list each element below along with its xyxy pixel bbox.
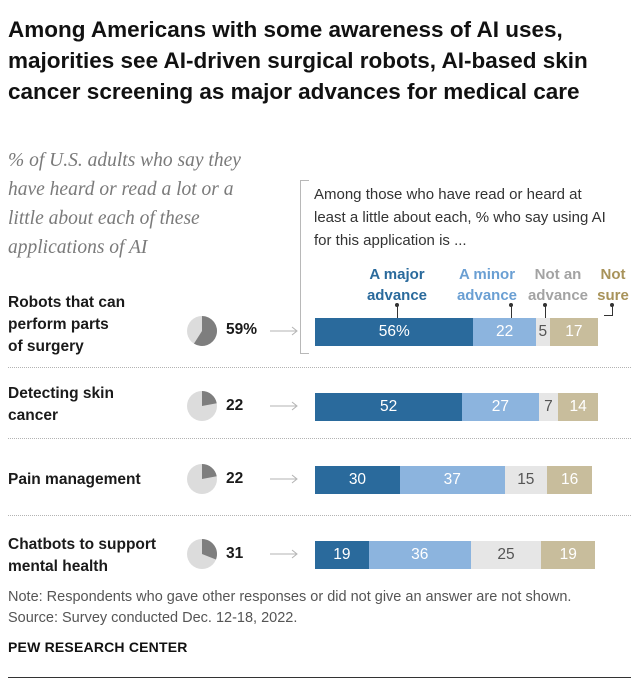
stacked-bar: 56% 22 5 17 [315,318,598,346]
awareness-pie [187,539,217,569]
awareness-pie [187,316,217,346]
legend-major: A major advance [352,264,442,306]
awareness-value: 59% [226,321,258,338]
row-label-line: Detecting skin [8,385,114,402]
arrow-right-icon [270,326,298,336]
awareness-pie [187,391,217,421]
legend-not-sure-line2: sure [597,287,629,304]
legend-not-sure: Not sure [593,264,633,306]
bar-segment-minor: 36 [368,541,471,569]
bar-segment-not-advance: 25 [470,541,542,569]
pie-slice [202,464,217,479]
chart-title: Among Americans with some awareness of A… [8,17,588,104]
brand-logo-text: PEW RESEARCH CENTER [8,639,188,655]
stacked-bar: 30 37 15 16 [315,466,593,494]
row-label-line: cancer [8,407,58,424]
bar-segment-not-sure: 14 [558,393,598,421]
awareness-pie [187,464,217,494]
row-label-robots-surgery: Robots that can perform parts of surgery [8,292,125,358]
awareness-value: 22 [226,470,244,487]
row-label-chatbots: Chatbots to support mental health [8,534,156,578]
row-label-line: of surgery [8,338,84,355]
row-divider [8,367,631,368]
legend-major-line2: advance [366,287,428,304]
footnote-note: Note: Respondents who gave other respons… [8,589,572,605]
row-label-line: Chatbots to support [8,536,157,553]
bar-segment-minor: 37 [399,466,505,494]
chart-subtitle: % of U.S. adults who say they have heard… [8,150,241,258]
stacked-bar: 19 36 25 19 [315,541,596,569]
legend-not-advance: Not an advance [523,264,593,306]
bar-segment-major: 52 [315,393,463,421]
row-label-line: Robots that can [8,294,126,311]
legend-minor-dot [509,303,513,307]
pie-slice [193,316,217,346]
bottom-rule [8,677,631,678]
arrow-right-icon [270,401,298,411]
legend-not-advance-tick [545,305,546,319]
awareness-value: 31 [226,545,244,562]
legend-major-tick [397,305,398,319]
legend-not-advance-line1: Not an [534,266,582,283]
footnote: Note: Respondents who gave other respons… [8,587,571,629]
bar-segment-major: 56% [315,318,474,346]
awareness-value: 22 [226,397,244,414]
legend-major-dot [395,303,399,307]
row-label-line: Pain management [8,471,141,488]
bar-segment-not-advance: 7 [538,393,559,421]
bar-segment-not-sure: 17 [549,318,598,346]
legend-major-line1: A major [369,266,425,283]
legend-minor-tick [511,305,512,319]
arrow-right-icon [270,549,298,559]
row-label-skin-cancer: Detecting skin cancer [8,383,114,427]
bar-segment-not-advance: 15 [504,466,548,494]
pie-slice [202,539,217,560]
pie-slice [202,391,217,406]
legend-minor-line2: advance [456,287,518,304]
bar-segment-not-sure: 16 [547,466,593,494]
row-label-line: mental health [8,558,108,575]
footnote-source: Source: Survey conducted Dec. 12-18, 202… [8,610,298,626]
stacked-bar: 52 27 7 14 [315,393,598,421]
bar-segment-not-advance: 5 [535,318,550,346]
bar-segment-minor: 27 [462,393,539,421]
bracket-line [300,180,309,354]
legend-not-sure-connector [604,305,613,316]
legend-minor: A minor advance [446,264,528,306]
bar-segment-not-sure: 19 [541,541,596,569]
row-divider [8,438,631,439]
legend-not-sure-dot [610,303,614,307]
row-label-pain-management: Pain management [8,469,141,491]
bar-segment-minor: 22 [473,318,536,346]
legend-not-advance-dot [543,303,547,307]
legend-minor-line1: A minor [458,266,516,283]
row-divider [8,515,631,516]
bar-segment-major: 30 [315,466,400,494]
bar-segment-major: 19 [315,541,369,569]
row-label-line: perform parts [8,316,109,333]
chart-subnote: Among those who have read or heard at le… [314,186,606,249]
legend-not-sure-line1: Not [600,266,626,283]
legend-not-advance-line2: advance [527,287,589,304]
arrow-right-icon [270,474,298,484]
